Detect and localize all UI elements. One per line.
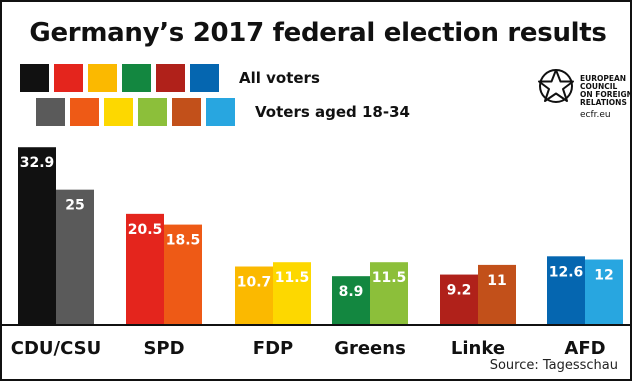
legend-swatch-fdp-all <box>88 64 117 92</box>
legend-swatch-linke-young <box>172 98 201 126</box>
data-label-fdp-series-2: 11.5 <box>275 270 310 286</box>
legend-swatch-cdu-all <box>20 64 49 92</box>
data-label-cdu-csu-series-2: 25 <box>65 198 84 214</box>
legend-swatch-spd-young <box>70 98 99 126</box>
legend-young-voters-swatches <box>36 98 235 126</box>
data-label-spd-series-1: 20.5 <box>128 222 163 238</box>
bar-spd-series-2 <box>164 224 202 324</box>
data-label-afd-series-1: 12.6 <box>549 264 584 280</box>
bar-linke-series-2 <box>478 264 516 324</box>
data-label-spd-series-2: 18.5 <box>166 233 201 249</box>
data-label-linke-series-1: 9.2 <box>447 283 472 299</box>
bar-spd-series-1 <box>126 213 164 324</box>
data-label-linke-series-2: 11 <box>487 273 506 289</box>
legend-label-all-voters: All voters <box>239 69 320 87</box>
legend-swatch-cdu-young <box>36 98 65 126</box>
ecfr-line-3: ON FOREIGN <box>580 90 632 99</box>
bar-cdu-csu-series-1 <box>18 147 56 324</box>
legend-swatch-greens-young <box>138 98 167 126</box>
bar-greens-series-1 <box>332 276 370 324</box>
ecfr-logo: EUROPEAN COUNCIL ON FOREIGN RELATIONS ec… <box>536 64 632 126</box>
legend-swatch-fdp-young <box>104 98 133 126</box>
category-label-greens: Greens <box>334 338 406 359</box>
data-label-afd-series-2: 12 <box>594 268 613 284</box>
category-label-linke: Linke <box>451 338 505 359</box>
ecfr-line-1: EUROPEAN <box>580 74 627 83</box>
bar-cdu-csu-series-2 <box>56 189 94 324</box>
bar-fdp-series-1 <box>235 266 273 324</box>
source-note: Source: Tagesschau <box>489 358 618 373</box>
category-label-spd: SPD <box>143 338 184 359</box>
data-label-cdu-csu-series-1: 32.9 <box>20 155 55 171</box>
legend-all-voters-swatches <box>20 64 219 92</box>
data-label-greens-series-2: 11.5 <box>372 270 407 286</box>
bar-afd-series-2 <box>585 259 623 324</box>
legend-young-voters: Voters aged 18-34 <box>36 96 410 128</box>
legend-swatch-spd-all <box>54 64 83 92</box>
bar-afd-series-1 <box>547 256 585 324</box>
bar-greens-series-2 <box>370 262 408 324</box>
bar-linke-series-1 <box>440 274 478 324</box>
chart-title: Germany’s 2017 federal election results <box>29 18 607 48</box>
category-label-afd: AFD <box>564 338 605 359</box>
legend-all-voters: All voters <box>20 62 320 94</box>
ecfr-logo-text: EUROPEAN COUNCIL ON FOREIGN RELATIONS <box>580 75 632 107</box>
data-label-fdp-series-1: 10.7 <box>237 275 272 291</box>
legend-swatch-afd-all <box>190 64 219 92</box>
bar-fdp-series-2 <box>273 262 311 324</box>
legend-swatch-greens-all <box>122 64 151 92</box>
ecfr-line-4: RELATIONS <box>580 98 627 107</box>
legend-label-young-voters: Voters aged 18-34 <box>255 103 410 121</box>
legend-swatch-afd-young <box>206 98 235 126</box>
ecfr-line-2: COUNCIL <box>580 82 618 91</box>
ecfr-url: ecfr.eu <box>580 110 611 120</box>
data-label-greens-series-1: 8.9 <box>339 284 364 300</box>
category-label-fdp: FDP <box>253 338 293 359</box>
ecfr-star-icon <box>538 69 574 103</box>
legend-swatch-linke-all <box>156 64 185 92</box>
category-label-cdu-csu: CDU/CSU <box>11 338 101 359</box>
